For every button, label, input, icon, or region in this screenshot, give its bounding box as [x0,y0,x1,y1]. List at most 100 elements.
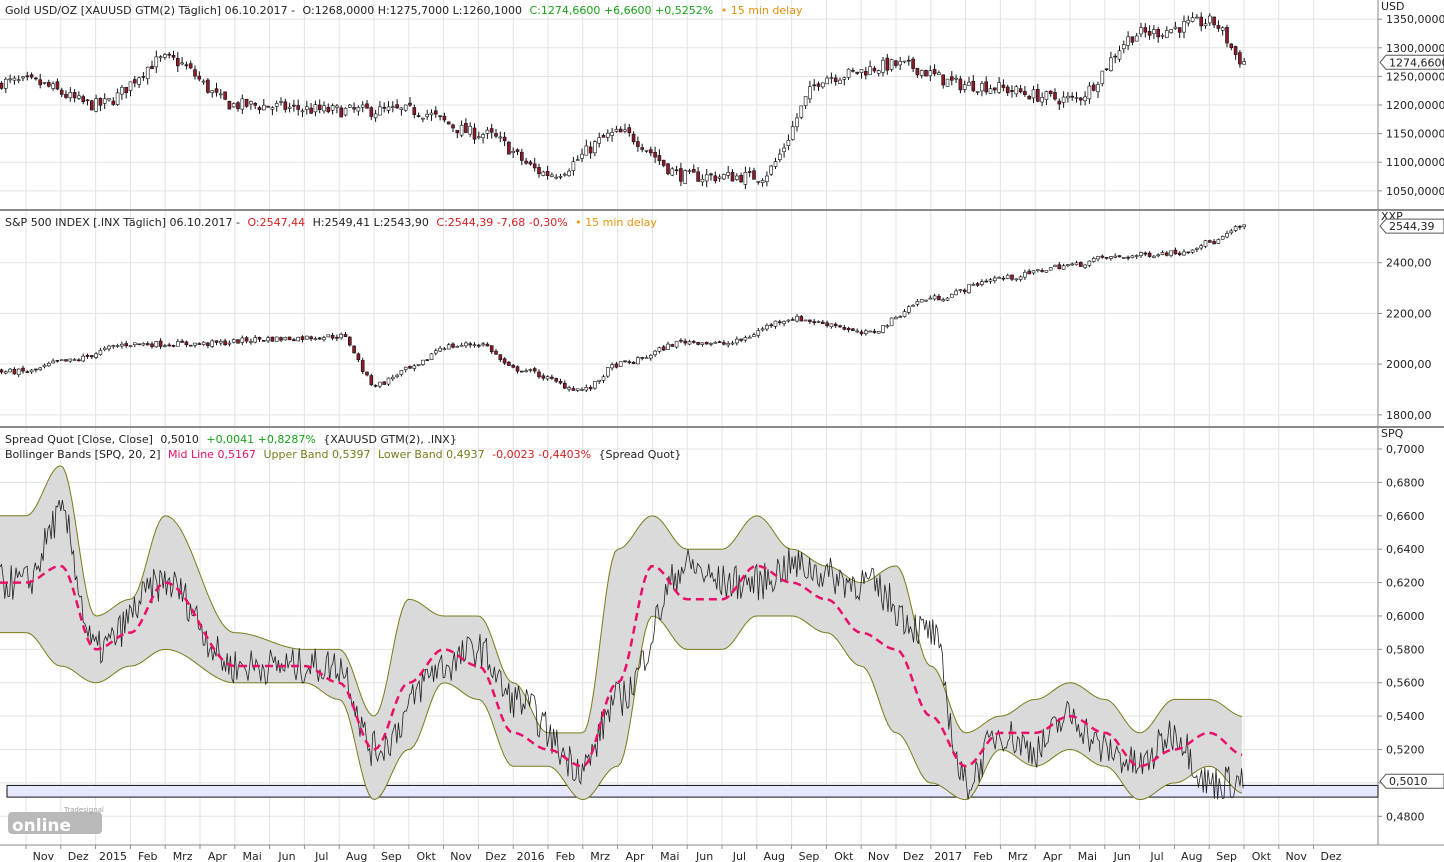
gold-candle [347,104,352,108]
spx-candle [730,342,735,345]
spx-candle [722,342,726,345]
spx-candle [231,339,236,343]
gold-candle [679,168,683,182]
spx-candle [481,343,485,346]
gold-candle [717,176,722,179]
gold-candle [713,175,718,182]
spx-candle [59,359,64,362]
gold-candle [335,105,339,108]
spx-candle [545,376,550,380]
spx-candle [219,341,223,344]
gold-candle [863,71,868,76]
gold-candle [885,57,890,71]
gold-price-axis[interactable]: USD 1050,0000 1100,0000 1150,0000 1200,0000 1… [1378,0,1444,198]
spx-candle [240,337,245,343]
spx-candle [94,353,98,358]
gold-candle [38,79,43,86]
gold-panel[interactable] [0,12,1246,189]
spx-candle [98,349,103,355]
bollinger-header-source: {Spread Quot} [599,448,682,461]
spx-candle [588,386,593,390]
gold-candle [115,92,120,105]
spx-candle [1061,265,1066,270]
gold-candle [292,104,296,107]
gold-candle [571,161,576,171]
spx-candle [292,339,296,342]
spx-candle [206,342,210,346]
spread-price-axis[interactable]: SPQ0,48000,50000,52000,54000,56000,58000… [1378,427,1444,823]
gold-candle [537,167,541,175]
spx-candle [446,344,451,350]
price-tick-label: 1250,0000 [1386,70,1444,83]
spx-candle [347,336,352,346]
spx-header: S&P 500 INDEX [.INX Täglich] 06.10.2017 … [5,216,657,229]
gold-candle [1048,90,1053,94]
gold-candle [77,95,81,99]
price-tick-label: 0,6200 [1386,577,1425,590]
spx-candle [971,283,976,286]
spx-candle [687,341,692,345]
spx-candle [799,316,804,322]
spx-candle [550,376,554,379]
spx-candle [180,340,184,343]
gold-candle [176,57,180,67]
spx-candle [158,340,163,347]
gold-candle [1122,44,1126,50]
gold-candle [231,103,236,108]
spx-candle [1152,255,1156,258]
spread-panel[interactable] [0,465,1379,801]
gold-candle [412,107,417,116]
spx-candle [1074,262,1079,266]
spx-panel[interactable] [0,224,1246,393]
spx-candle [872,330,877,333]
gold-candle [98,97,103,106]
spx-candle [1057,264,1062,270]
spx-candle [1199,245,1203,249]
spx-candle [1109,256,1113,259]
spx-candle [25,371,30,373]
gold-candle [1018,88,1023,93]
gold-candle [1143,27,1148,33]
spx-candle [1147,252,1152,257]
bollinger-mid-line [0,564,1243,768]
time-axis[interactable]: Nov Dez 2015 Feb Mrz Apr Mai Jun Jul Aug Sep Okt Nov… [25,845,1342,862]
gold-candle [1087,85,1092,100]
gold-candle [550,174,554,177]
gold-candle [825,77,829,85]
spx-candle [102,347,107,350]
spx-candle [8,368,12,373]
gold-candle [304,106,309,110]
gold-candle [1036,88,1040,102]
gold-candle [876,70,881,74]
spx-candle [1177,252,1182,256]
support-zone-band[interactable] [6,784,1379,798]
spx-candle [618,361,623,367]
gold-candle [937,72,941,75]
spx-candle [365,371,369,376]
spread-quot-line [0,499,1244,800]
spx-candle [85,354,90,357]
gold-candle [133,79,137,84]
bollinger-header-name: Bollinger Bands [SPQ, 20, 2] [5,448,161,461]
spx-candle [472,344,477,347]
gold-candle [1057,100,1062,105]
gold-candle [339,107,344,118]
gold-candle [782,147,786,153]
gold-candle [528,161,533,165]
gold-candle [481,134,485,139]
spx-candle [519,370,524,373]
gold-candle [236,102,240,110]
spx-candle [562,382,567,389]
spx-candle [808,319,812,322]
spx-candle [846,327,851,330]
price-tick-label: 2400,00 [1386,257,1432,270]
gold-candle [188,63,193,69]
spx-candle [339,334,344,339]
gold-candle [588,146,593,154]
spx-candle [1242,224,1246,228]
spx-candle [644,357,649,359]
month-tick-label: Jun [695,850,713,862]
gold-candle [657,155,662,162]
spx-candle [881,325,885,333]
